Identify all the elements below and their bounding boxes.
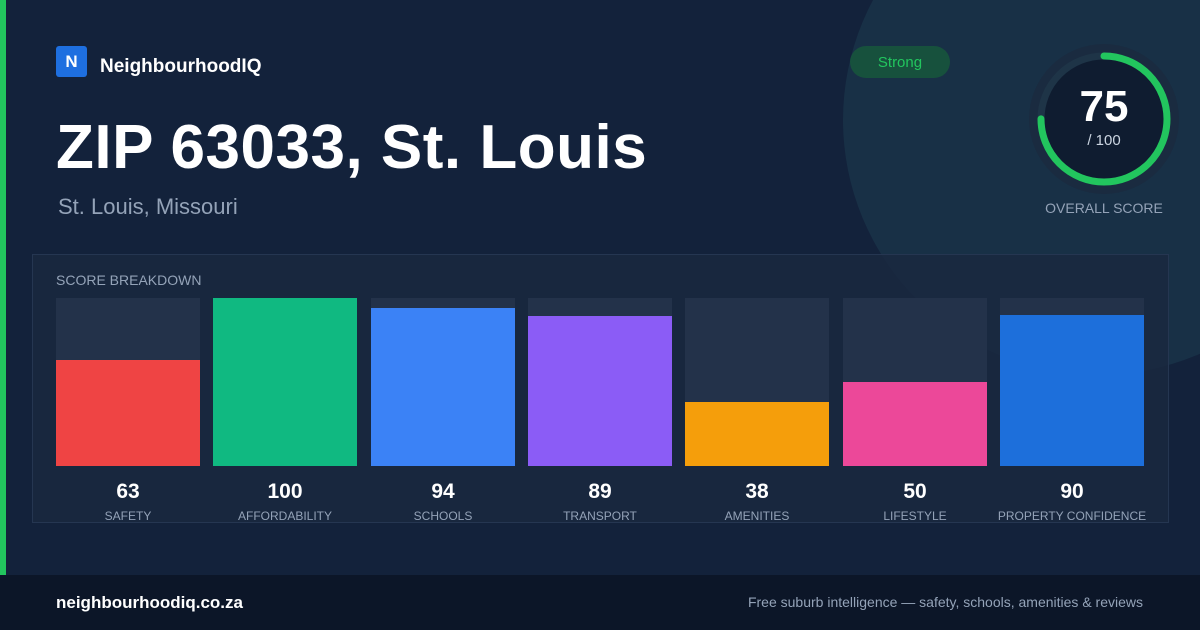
- bar-track: [843, 298, 987, 466]
- score-breakdown-title: SCORE BREAKDOWN: [56, 272, 202, 288]
- bar-label: LIFESTYLE: [883, 509, 947, 523]
- bar-track: [528, 298, 672, 466]
- bar-column-schools: 94 SCHOOLS: [371, 298, 515, 523]
- footer-url[interactable]: neighbourhoodiq.co.za: [56, 593, 243, 612]
- bar-column-affordability: 100 AFFORDABILITY: [213, 298, 357, 523]
- bar: [685, 402, 829, 466]
- brand-name: NeighbourhoodIQ: [100, 55, 262, 77]
- bar-value: 50: [903, 480, 927, 503]
- overall-score-max: / 100: [1087, 132, 1121, 149]
- bar-column-lifestyle: 50 LIFESTYLE: [843, 298, 987, 523]
- bar: [371, 308, 515, 466]
- brand[interactable]: N NeighbourhoodIQ: [56, 46, 261, 77]
- overall-score-caption: OVERALL SCORE: [1045, 200, 1163, 216]
- bar: [843, 382, 987, 466]
- bar: [213, 298, 357, 466]
- bar-label: AMENITIES: [724, 509, 790, 523]
- accent-bar: [0, 0, 6, 575]
- bar-label: TRANSPORT: [563, 509, 637, 523]
- bar: [1000, 315, 1144, 466]
- bar-track: [371, 298, 515, 466]
- score-ring-arc: [1037, 52, 1171, 186]
- bar-label: SCHOOLS: [413, 509, 473, 523]
- page-title: ZIP 63033, St. Louis: [56, 113, 648, 182]
- bar-value: 89: [588, 480, 612, 503]
- logo-icon: N: [56, 46, 87, 77]
- bar-column-safety: 63 SAFETY: [56, 298, 200, 523]
- status-badge: Strong: [850, 46, 950, 78]
- overall-score-ring: [1029, 44, 1179, 194]
- bar-value: 94: [431, 480, 455, 503]
- bar-value: 38: [745, 480, 769, 503]
- bar-column-transport: 89 TRANSPORT: [528, 298, 672, 523]
- bar-column-property-confidence: 90 PROPERTY CONFIDENCE: [998, 298, 1146, 523]
- bar: [56, 360, 200, 466]
- bar-column-amenities: 38 AMENITIES: [685, 298, 829, 523]
- footer-tagline: Free suburb intelligence — safety, schoo…: [747, 594, 1143, 610]
- bar-value: 90: [1060, 480, 1084, 503]
- overall-score-value: 75: [1079, 82, 1129, 131]
- bar-value: 100: [267, 480, 303, 503]
- bar-label: PROPERTY CONFIDENCE: [997, 509, 1147, 523]
- footer: neighbourhoodiq.co.za Free suburb intell…: [0, 575, 1200, 630]
- bar-track: [1000, 298, 1144, 466]
- score-breakdown-chart: 63 SAFETY 100 AFFORDABILITY 94 SCHOOLS 89 TRANS…: [56, 298, 1146, 523]
- page-subtitle: St. Louis, Missouri: [58, 194, 238, 219]
- bar-value: 63: [116, 480, 140, 503]
- bar-label: AFFORDABILITY: [237, 509, 332, 523]
- bar-track: [56, 298, 200, 466]
- bar-label: SAFETY: [104, 509, 152, 523]
- bar-track: [213, 298, 357, 466]
- share-card: N NeighbourhoodIQ ZIP 63033, St. Louis S…: [0, 0, 1200, 575]
- bar-track: [685, 298, 829, 466]
- bar: [528, 316, 672, 466]
